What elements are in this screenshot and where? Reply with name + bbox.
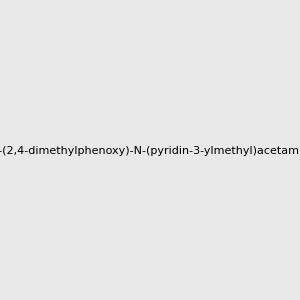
Text: 2-(2,4-dimethylphenoxy)-N-(pyridin-3-ylmethyl)acetamide: 2-(2,4-dimethylphenoxy)-N-(pyridin-3-ylm… <box>0 146 300 157</box>
